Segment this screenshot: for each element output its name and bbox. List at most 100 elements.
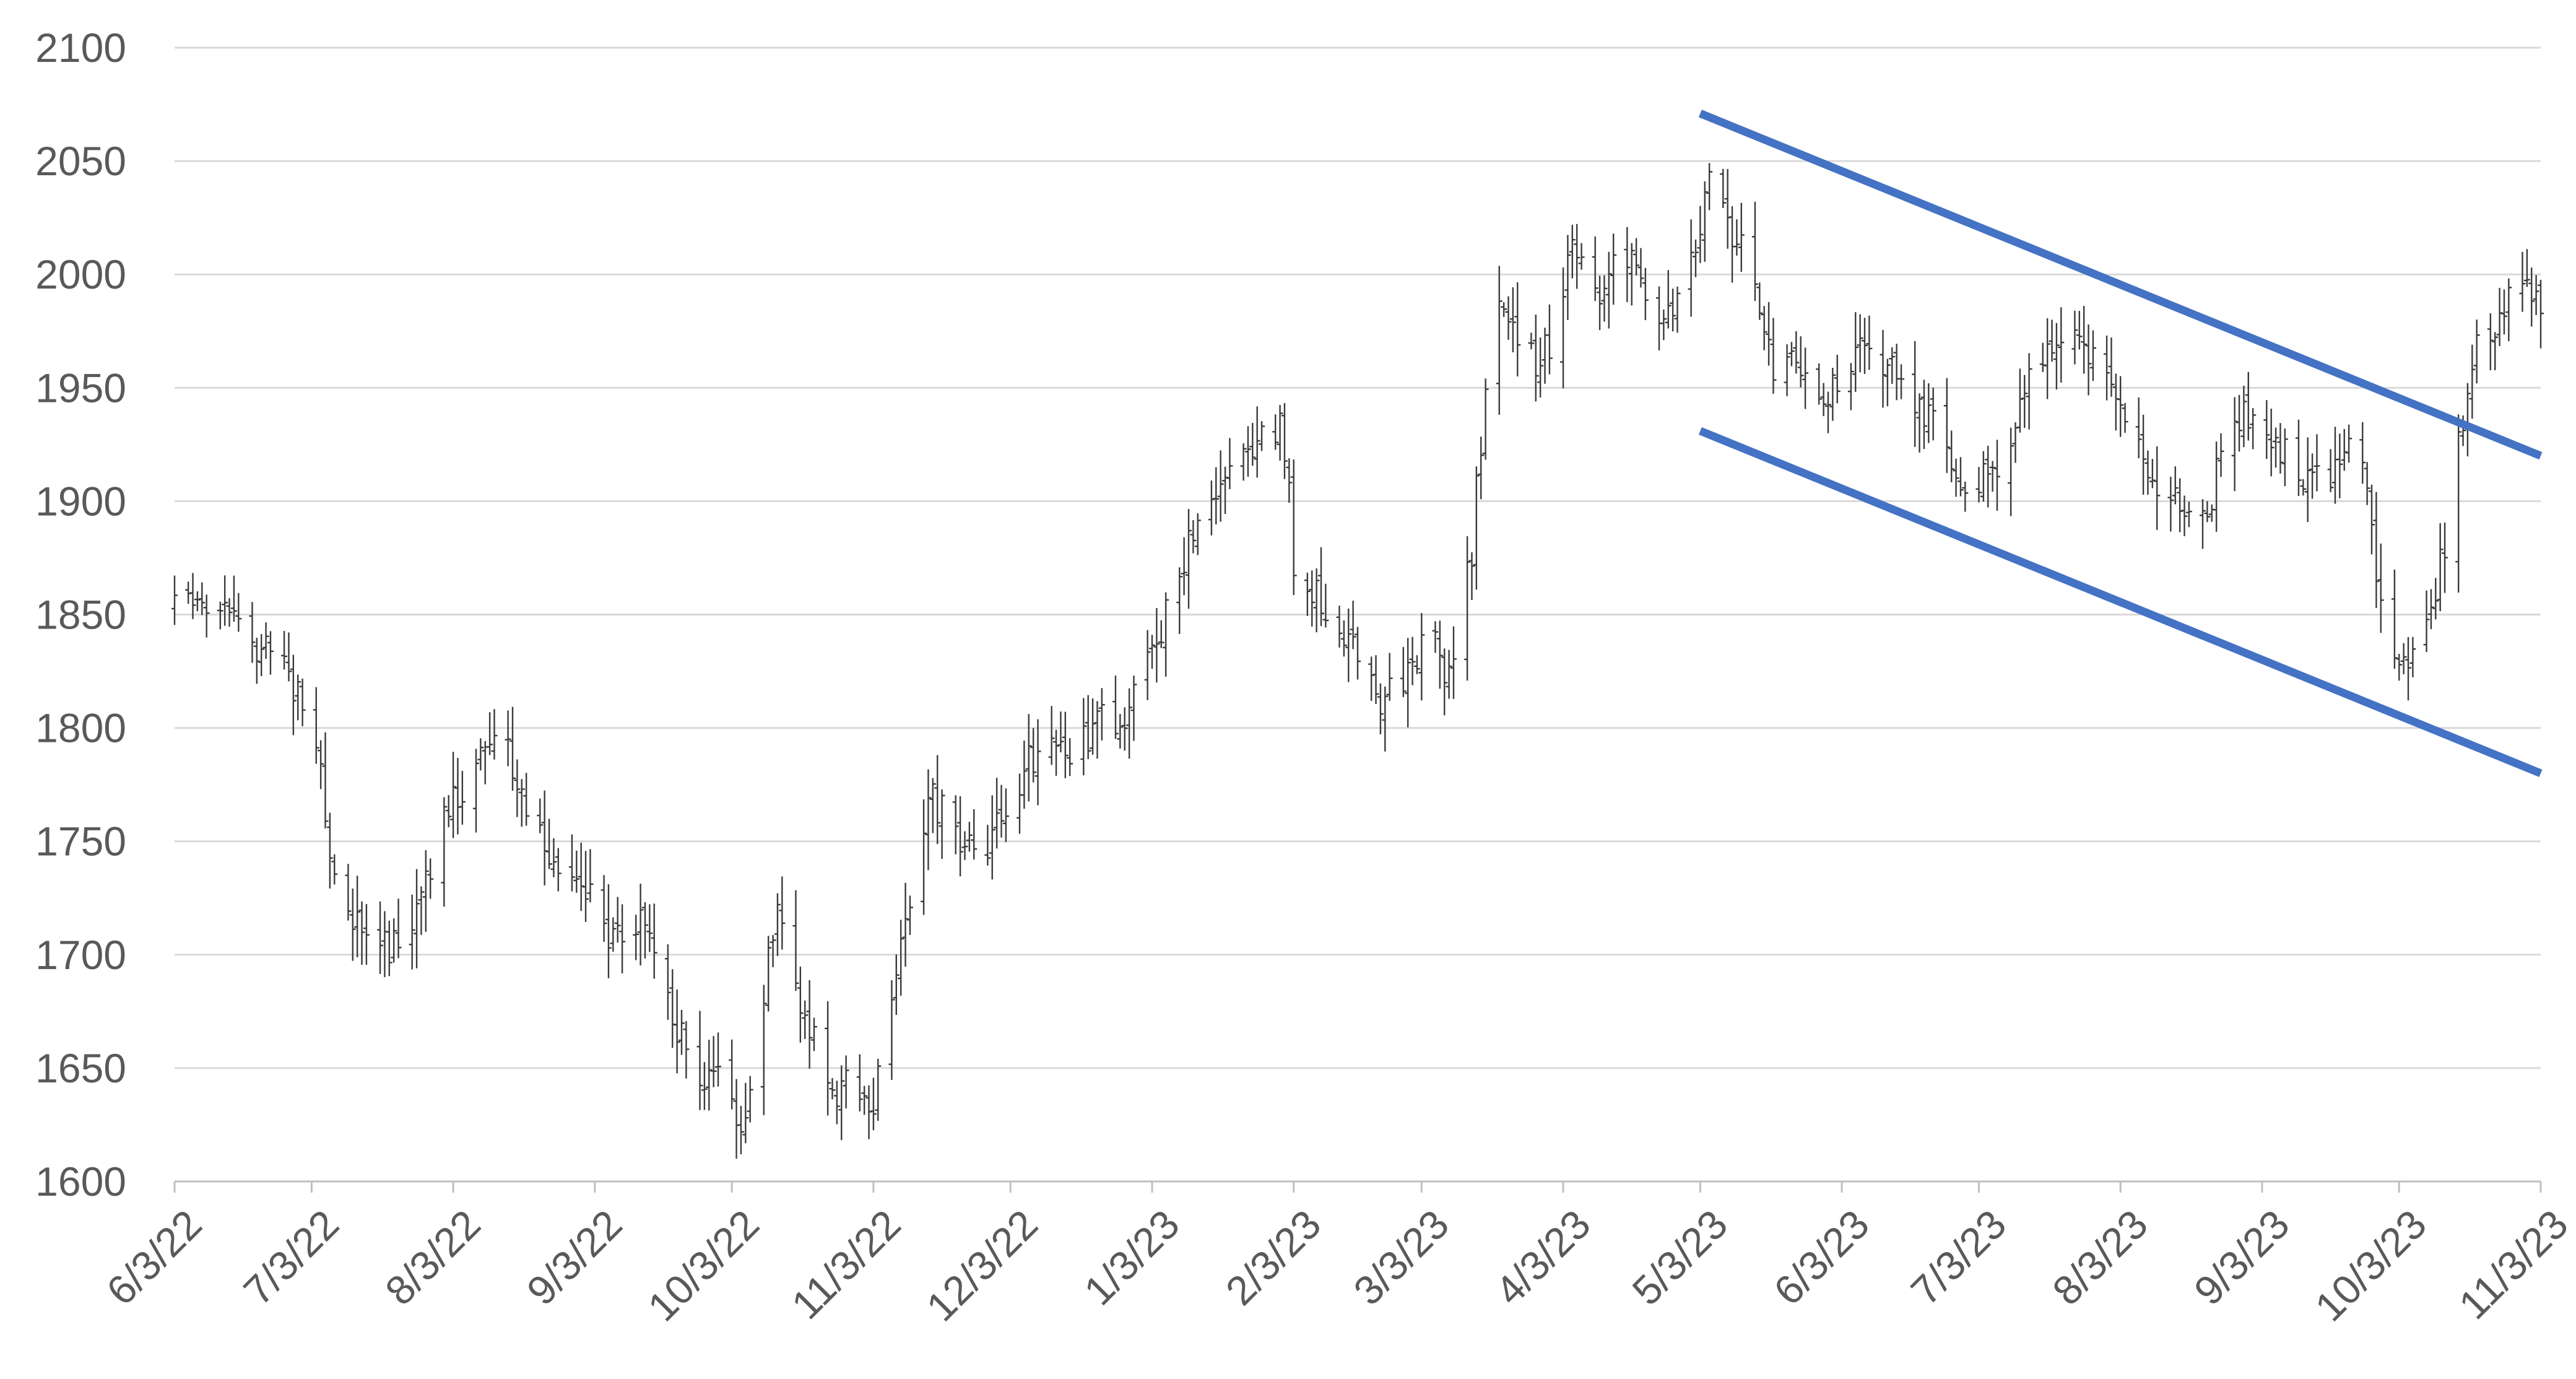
ohlc-bar	[2391, 569, 2398, 669]
ohlc-bar	[2505, 278, 2512, 342]
ohlc-bar	[1852, 312, 1859, 392]
ohlc-bar	[583, 851, 589, 922]
ohlc-bar	[2076, 311, 2083, 350]
ohlc-bar	[2455, 414, 2462, 593]
ohlc-bar	[1413, 655, 1420, 674]
x-tick-label: 11/3/23	[2450, 1201, 2576, 1328]
ohlc-bar	[906, 895, 913, 935]
ohlc-bar	[578, 842, 584, 911]
ohlc-bar	[2331, 427, 2338, 504]
ohlc-bar	[1181, 537, 1187, 596]
ohlc-bar	[1597, 276, 1603, 330]
ohlc-bar	[518, 779, 525, 827]
y-tick-label: 1600	[35, 1159, 126, 1204]
ohlc-bar	[1528, 333, 1535, 350]
ohlc-bar	[925, 769, 932, 871]
ohlc-bar	[299, 678, 306, 726]
ohlc-bar	[2519, 251, 2526, 312]
ohlc-bar	[573, 850, 580, 893]
ohlc-bar	[2071, 310, 2078, 365]
ohlc-bar	[1578, 243, 1585, 270]
ohlc-bar	[2359, 422, 2366, 484]
ohlc-bar	[331, 854, 338, 885]
ohlc-bar	[2300, 479, 2307, 496]
ohlc-bar	[253, 637, 260, 684]
ohlc-bar	[1153, 607, 1160, 683]
ohlc-bar	[1085, 695, 1091, 759]
ohlc-bar	[1834, 354, 1841, 404]
x-tick-label: 6/3/23	[1765, 1201, 1878, 1314]
ohlc-bar	[1975, 467, 1982, 503]
ohlc-bar	[1637, 248, 1644, 288]
ohlc-bar	[2442, 522, 2448, 593]
ohlc-bar	[491, 709, 498, 760]
x-tick-label: 2/3/23	[1216, 1201, 1329, 1314]
ohlc-bar	[2369, 484, 2375, 555]
ohlc-bar	[1176, 567, 1183, 634]
ohlc-bar	[989, 795, 995, 880]
ohlc-bar	[1030, 728, 1037, 783]
ohlc-bar	[2273, 427, 2279, 468]
ohlc-bar	[939, 789, 945, 859]
ohlc-bar	[459, 770, 466, 825]
ohlc-bar	[472, 749, 479, 833]
ohlc-bar	[1080, 698, 1087, 776]
y-axis-labels: 1600 1650 1700 1750 1800 1850 1900 1950 2000 2050…	[35, 25, 126, 1204]
ohlc-bar	[792, 890, 799, 991]
ohlc-bar	[1610, 233, 1617, 305]
ohlc-bar	[2487, 313, 2494, 370]
ohlc-bar	[856, 1054, 863, 1111]
ohlc-bar	[2533, 275, 2539, 315]
ohlc-bar	[454, 757, 461, 835]
ohlc-bar	[2108, 337, 2115, 397]
ohlc-bar	[2473, 320, 2480, 384]
ohlc-bar	[765, 936, 772, 1012]
ohlc-bar	[1446, 650, 1452, 699]
ohlc-bar	[1761, 306, 1767, 350]
ohlc-bar	[601, 875, 607, 942]
x-tick-label: 4/3/23	[1486, 1201, 1599, 1314]
trend-channel	[1698, 110, 2543, 777]
ohlc-bar	[262, 622, 269, 659]
ohlc-bar	[1701, 181, 1708, 262]
ohlc-bar	[1450, 626, 1457, 699]
ohlc-bar	[1756, 282, 1763, 320]
x-tick-label: 10/3/23	[2306, 1201, 2435, 1330]
ohlc-bar	[1034, 719, 1041, 806]
ohlc-bar	[222, 575, 228, 626]
ohlc-bar	[2012, 422, 2019, 463]
ohlc-bar	[1163, 592, 1169, 677]
ohlc-bar	[386, 920, 392, 977]
ohlc-bar	[1112, 676, 1119, 739]
ohlc-bar	[952, 795, 959, 855]
y-tick-label: 2000	[35, 251, 126, 297]
ohlc-bar	[1350, 601, 1356, 650]
ohlc-bar	[2500, 289, 2507, 335]
ohlc-bar	[774, 893, 781, 956]
ohlc-bar	[1053, 729, 1060, 776]
x-tick-label: 9/3/23	[2185, 1201, 2298, 1314]
ohlc-bar	[1957, 457, 1964, 497]
ohlc-bar	[2523, 249, 2530, 287]
ohlc-bar	[322, 732, 329, 829]
ohlc-bar	[2277, 423, 2284, 474]
ohlc-bar	[641, 902, 648, 959]
ohlc-bar	[450, 752, 457, 838]
ohlc-bar	[2104, 335, 2110, 401]
ohlc-bar	[194, 591, 201, 612]
ohlc-bar	[290, 655, 297, 736]
ohlc-bar	[2336, 433, 2343, 498]
ohlc-bar	[865, 1085, 872, 1139]
ohlc-bar	[1993, 440, 2000, 511]
ohlc-bar	[2437, 523, 2444, 612]
ohlc-bar	[1948, 430, 1955, 482]
ohlc-bar	[1953, 458, 1959, 497]
ohlc-bar	[381, 911, 388, 977]
upper-trendline	[1698, 110, 2543, 460]
ohlc-bar	[683, 1020, 690, 1079]
ohlc-bar	[1751, 201, 1758, 302]
ohlc-bar	[258, 633, 265, 676]
ohlc-bar	[313, 687, 319, 764]
ohlc-bar	[1893, 344, 1900, 401]
ohlc-bar	[1884, 359, 1891, 407]
